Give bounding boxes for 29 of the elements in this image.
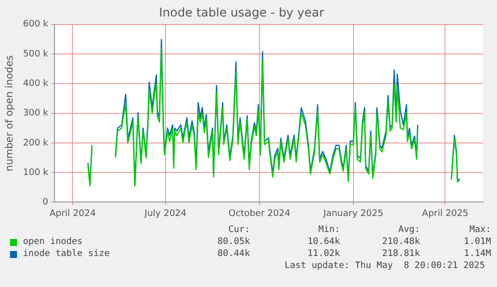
x-tick-label: January 2025: [322, 208, 384, 219]
x-tick-label: July 2024: [144, 208, 187, 219]
y-tick-label: 500 k: [22, 49, 50, 60]
legend-label: open inodes: [23, 236, 83, 248]
y-tick-label: 300 k: [22, 108, 50, 119]
y-tick-label: 0: [42, 198, 49, 208]
chart-title: Inode table usage - by year: [159, 5, 324, 20]
text: 11.02k: [306, 248, 340, 260]
text: Max:: [468, 224, 491, 236]
text: 218.81k: [381, 248, 420, 260]
y-axis-title: number of open inodes: [4, 55, 16, 172]
text: 1.01M: [462, 236, 491, 248]
text: 10.64k: [306, 236, 340, 248]
text: 1.14M: [462, 248, 491, 260]
text: 80.44k: [216, 248, 250, 260]
y-tick-label: 400 k: [22, 79, 50, 90]
x-tick-label: October 2024: [228, 208, 291, 219]
text: Avg:: [397, 224, 420, 236]
x-tick-label: April 2024: [49, 208, 96, 219]
y-tick-label: 100 k: [22, 168, 50, 178]
text: Min:: [317, 224, 340, 236]
legend-label: inode table size: [23, 248, 110, 260]
text: Last update: Thu May 8 20:00:21 2025: [284, 260, 485, 272]
text: 210.48k: [381, 236, 420, 248]
y-tick-label: 600 k: [22, 20, 50, 30]
y-tick-label: 200 k: [22, 138, 50, 148]
text: 80.05k: [216, 236, 250, 248]
x-tick-label: April 2025: [422, 208, 468, 219]
text: Cur:: [227, 224, 250, 236]
